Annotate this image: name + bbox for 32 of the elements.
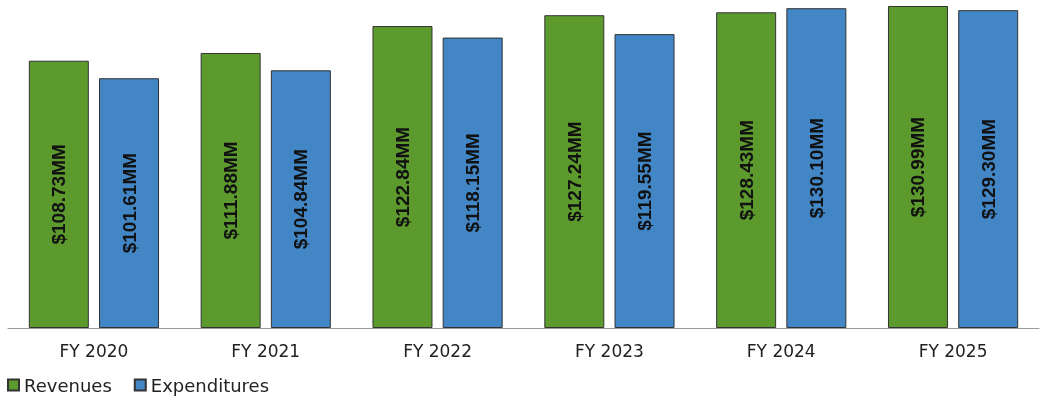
bar	[786, 8, 847, 328]
data-label: $111.88MM	[220, 141, 242, 240]
bar	[887, 6, 948, 328]
x-tick-label: FY 2024	[746, 340, 816, 361]
data-label: $118.15MM	[462, 133, 484, 233]
legend-label: Expenditures	[150, 374, 270, 396]
x-tick-label: FY 2025	[918, 340, 988, 361]
bar	[716, 12, 777, 328]
data-label: $127.24MM	[563, 121, 585, 222]
data-label: $128.43MM	[735, 119, 757, 221]
bar	[544, 15, 605, 328]
data-label: $108.73MM	[48, 144, 70, 245]
x-tick-label: FY 2023	[574, 340, 644, 361]
x-tick-label: FY 2021	[231, 340, 301, 361]
data-label: $130.99MM	[907, 116, 929, 218]
x-tick-label: FY 2020	[59, 340, 129, 361]
x-tick-label: FY 2022	[403, 340, 473, 361]
data-label: $104.84MM	[290, 148, 312, 250]
legend-label: Revenues	[24, 374, 112, 396]
data-label: $119.55MM	[634, 131, 656, 231]
data-label: $101.61MM	[118, 152, 140, 254]
bar	[270, 70, 331, 328]
bar	[372, 26, 433, 328]
bar	[614, 34, 675, 328]
bar	[958, 10, 1019, 328]
data-label: $122.84MM	[391, 126, 413, 228]
bar	[200, 52, 261, 328]
data-label: $130.10MM	[805, 117, 827, 219]
bar	[442, 37, 503, 328]
bar	[28, 60, 89, 328]
bar	[99, 78, 160, 328]
data-label: $129.30MM	[977, 118, 999, 220]
